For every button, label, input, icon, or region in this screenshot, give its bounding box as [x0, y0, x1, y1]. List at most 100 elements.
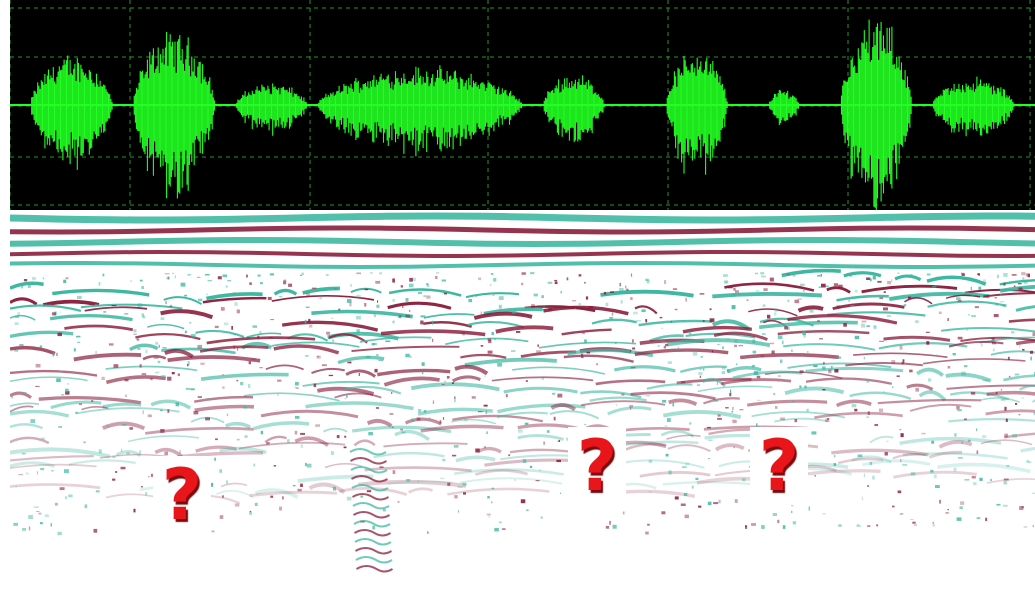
radargram-reflection — [142, 354, 167, 361]
radargram-speckle — [36, 471, 38, 475]
radargram-speckle — [277, 394, 279, 396]
radargram-speckle — [674, 308, 678, 311]
radargram-speckle — [444, 380, 446, 383]
radargram-speckle — [25, 472, 29, 475]
radargram-speckle — [443, 292, 448, 295]
radargram-speckle — [892, 505, 895, 508]
radargram-speckle — [733, 446, 735, 449]
radargram-reflection — [164, 348, 194, 359]
radargram-speckle — [854, 335, 860, 340]
radargram-speckle — [40, 467, 45, 471]
radargram-speckle — [722, 346, 724, 350]
radargram-speckle — [494, 338, 496, 341]
radargram-speckle — [645, 278, 649, 281]
radargram-speckle — [356, 329, 360, 333]
radargram-speckle — [964, 418, 967, 421]
radargram-speckle — [734, 344, 737, 348]
radargram-reflection — [783, 343, 876, 351]
radargram-reflection — [549, 410, 600, 420]
radargram-speckle — [83, 441, 86, 444]
radargram-speckle — [648, 459, 653, 463]
radargram-reflection — [246, 332, 282, 339]
radargram-speckle — [665, 343, 669, 347]
radargram-speckle — [133, 508, 136, 513]
radargram-speckle — [838, 524, 842, 527]
radargram-reflection — [160, 309, 214, 320]
radargram-speckle — [13, 522, 19, 526]
radargram-speckle — [619, 288, 624, 291]
radargram-speckle — [976, 450, 979, 454]
radargram-hyperbola-streak — [354, 547, 393, 555]
radargram-reflection — [849, 391, 912, 400]
radargram-speckle — [392, 470, 396, 475]
radargram-reflection — [491, 376, 594, 382]
radargram-speckle — [63, 279, 67, 283]
radargram-speckle — [1021, 506, 1024, 509]
radargram-speckle — [897, 272, 900, 274]
radargram-speckle — [610, 291, 615, 293]
radargram-speckle — [489, 313, 491, 315]
radargram-speckle — [867, 411, 870, 415]
radargram-speckle — [487, 338, 492, 341]
radargram-speckle — [126, 452, 130, 455]
radargram-reflection — [202, 296, 267, 304]
radargram-speckle — [405, 353, 410, 358]
radargram-reflection — [595, 379, 666, 386]
radargram-speckle — [885, 346, 888, 348]
radargram-speckle — [736, 363, 738, 365]
radargram-speckle — [166, 277, 169, 279]
radargram-speckle — [731, 305, 736, 310]
radargram-speckle — [343, 446, 347, 449]
radargram-speckle — [1030, 350, 1033, 354]
radargram-speckle — [200, 362, 205, 365]
radargram-speckle — [1000, 301, 1005, 303]
radargram-speckle — [932, 521, 935, 524]
radargram-speckle — [1025, 273, 1028, 277]
radargram-reflection — [260, 409, 359, 419]
radargram-speckle — [313, 383, 317, 388]
radargram-reflection — [150, 399, 192, 410]
radargram-reflection — [981, 397, 1021, 403]
radargram-speckle — [102, 273, 105, 277]
radargram-reflection — [550, 403, 577, 412]
radargram-speckle — [402, 306, 404, 308]
radargram-reflection — [899, 436, 1002, 446]
radargram-reflection — [387, 301, 452, 310]
radargram-speckle — [270, 495, 274, 498]
radargram-speckle — [485, 410, 488, 415]
radargram-speckle — [886, 440, 889, 442]
radargram-speckle — [645, 395, 651, 397]
radargram-speckle — [38, 512, 42, 515]
radargram-speckle — [305, 306, 310, 308]
radargram-reflection — [894, 274, 922, 282]
radargram-speckle — [141, 286, 144, 289]
radargram-speckle — [892, 386, 894, 389]
radargram-speckle — [95, 351, 97, 354]
radargram-speckle — [662, 399, 667, 403]
radargram-speckle — [807, 351, 809, 353]
radargram-speckle — [866, 325, 870, 327]
radargram-speckle — [777, 519, 780, 524]
radargram-speckle — [860, 323, 866, 328]
radargram-speckle — [22, 528, 26, 531]
radargram-speckle — [867, 485, 870, 487]
radargram-speckle — [828, 369, 832, 374]
radargram-speckle — [971, 315, 976, 317]
radargram-reflection — [447, 487, 550, 496]
radargram-reflection — [297, 474, 374, 483]
radargram-reflection — [986, 390, 1035, 397]
radargram-speckle — [65, 496, 67, 500]
radargram-reflection — [337, 355, 385, 365]
radargram-speckle — [1033, 412, 1035, 415]
radargram-speckle — [996, 503, 1001, 506]
radargram-speckle — [113, 364, 119, 368]
radargram-speckle — [968, 314, 970, 316]
radargram-speckle — [385, 340, 391, 343]
radargram-surface-band — [10, 249, 1035, 259]
radargram-hyperbola-streak — [349, 448, 387, 456]
radargram-speckle — [542, 306, 546, 309]
radargram-reflection — [10, 409, 70, 418]
radargram-speckle — [269, 273, 274, 276]
radargram-reflection — [666, 434, 701, 440]
radargram-speckle — [890, 279, 893, 283]
